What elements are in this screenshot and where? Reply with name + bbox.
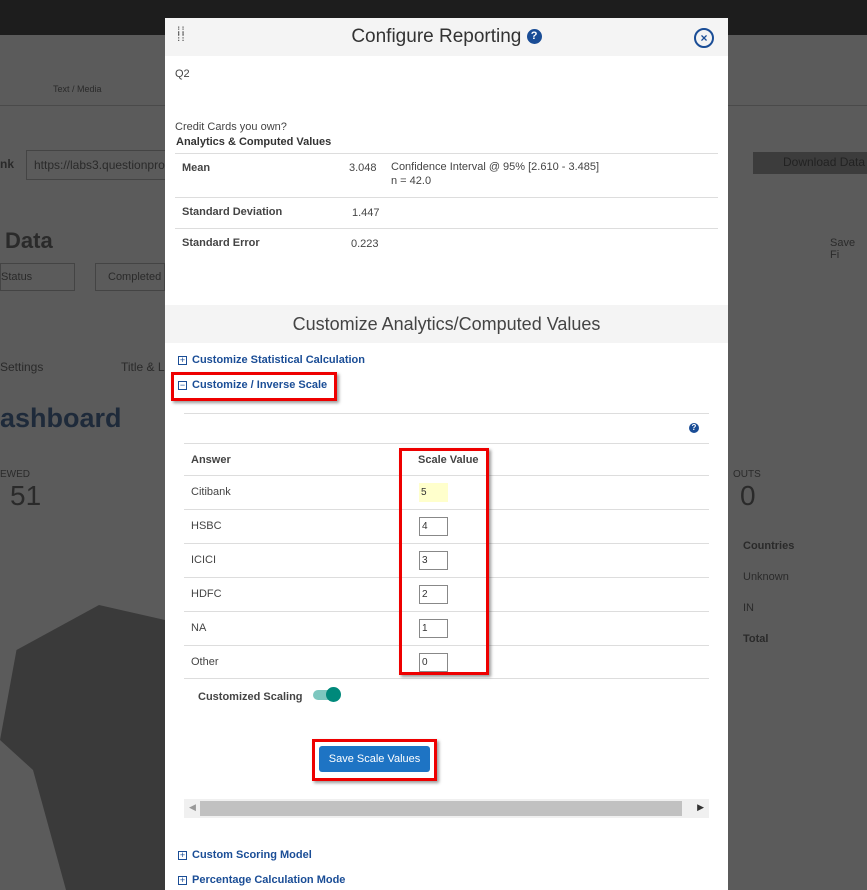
viewed-label: EWED: [0, 469, 30, 480]
settings-tab[interactable]: Settings: [0, 360, 44, 374]
answer-label: Other: [191, 656, 219, 668]
drag-handle-icon[interactable]: ⁞⁞ ⁞⁞: [177, 24, 186, 44]
title-tab[interactable]: Title & L: [121, 360, 165, 374]
plus-icon: +: [178, 875, 187, 885]
stat-std-error: Standard Error 0.223: [175, 228, 718, 259]
modal-header: ⁞⁞ ⁞⁞ Configure Reporting ? ×: [165, 18, 728, 56]
question-text: Credit Cards you own?: [175, 121, 287, 133]
accordion-percentage-calculation[interactable]: + Percentage Calculation Mode: [178, 874, 345, 886]
table-row: ICICI: [184, 543, 709, 577]
highlight-box: [312, 739, 437, 781]
stat-label: Standard Deviation: [182, 206, 283, 218]
dashboard-title: ashboard: [0, 403, 122, 433]
scale-value-input[interactable]: [419, 551, 448, 570]
accordion-label: Customize / Inverse Scale: [192, 379, 328, 391]
save-scale-values-button[interactable]: Save Scale Values: [319, 746, 430, 772]
plus-icon: +: [178, 850, 187, 860]
answer-label: ICICI: [191, 554, 217, 566]
answer-header: Answer: [191, 454, 231, 466]
accordion-label: Percentage Calculation Mode: [192, 874, 346, 886]
link-label: nk: [0, 157, 15, 171]
scroll-right-icon[interactable]: ▶: [697, 802, 704, 812]
scale-value-input[interactable]: [419, 517, 448, 536]
table-row: Other: [184, 645, 709, 679]
analytics-heading: Analytics & Computed Values: [176, 136, 332, 148]
plus-icon: +: [178, 355, 187, 365]
question-id: Q2: [175, 68, 190, 80]
scale-value-input[interactable]: [419, 483, 448, 502]
stat-mean: Mean 3.048 Confidence Interval @ 95% [2.…: [175, 153, 718, 197]
confidence-interval: Confidence Interval @ 95% [2.610 - 3.485…: [391, 161, 600, 173]
accordion-label: Custom Scoring Model: [192, 849, 312, 861]
help-icon[interactable]: ?: [526, 29, 542, 45]
scroll-left-icon[interactable]: ◀: [189, 802, 196, 812]
modal-title: Configure Reporting: [351, 26, 522, 47]
configure-reporting-modal: ⁞⁞ ⁞⁞ Configure Reporting ? × Q2 Credit C…: [165, 18, 728, 890]
accordion-inverse-scale[interactable]: − Customize / Inverse Scale: [178, 379, 327, 391]
save-filter-link[interactable]: Save Fi: [830, 237, 856, 261]
table-row: Citibank: [184, 475, 709, 509]
answer-label: HDFC: [191, 588, 222, 600]
stat-label: Mean: [182, 162, 211, 174]
stat-value: 1.447: [352, 207, 380, 219]
scale-value-input[interactable]: [419, 619, 448, 638]
link-field[interactable]: https://labs3.questionpro: [26, 150, 166, 180]
stat-std-dev: Standard Deviation 1.447: [175, 197, 718, 228]
completed-select[interactable]: Completed: [95, 263, 165, 291]
accordion-label: Customize Statistical Calculation: [192, 354, 365, 366]
answer-label: Citibank: [191, 486, 231, 498]
customized-scaling-label: Customized Scaling: [198, 691, 303, 703]
outs-label: OUTS: [733, 469, 761, 480]
table-row: HDFC: [184, 577, 709, 611]
country-total: Total: [743, 633, 769, 645]
answer-label: HSBC: [191, 520, 222, 532]
customized-scaling-toggle[interactable]: [313, 687, 341, 702]
scrollbar-thumb[interactable]: [200, 801, 682, 816]
world-map: [0, 605, 165, 890]
viewed-count: 51: [10, 480, 42, 511]
accordion-statistical-calculation[interactable]: + Customize Statistical Calculation: [178, 354, 365, 366]
accordion-custom-scoring[interactable]: + Custom Scoring Model: [178, 849, 312, 861]
table-row: HSBC: [184, 509, 709, 543]
outs-count: 0: [740, 480, 756, 511]
sample-size: n = 42.0: [391, 175, 432, 187]
table-header: Answer Scale Value: [184, 443, 709, 475]
stat-label: Standard Error: [182, 237, 260, 249]
country-row: IN: [743, 602, 754, 614]
stat-value: 0.223: [351, 238, 379, 250]
status-select[interactable]: Status: [0, 263, 75, 291]
section-title: Customize Analytics/Computed Values: [165, 305, 728, 343]
answer-label: NA: [191, 622, 207, 634]
close-icon[interactable]: ×: [694, 28, 714, 48]
help-icon[interactable]: ?: [689, 423, 699, 433]
stat-value: 3.048: [349, 162, 377, 174]
data-title: Data: [5, 228, 53, 253]
minus-icon: −: [178, 380, 187, 390]
horizontal-scrollbar[interactable]: ◀ ▶: [184, 799, 709, 818]
countries-header: Countries: [743, 540, 795, 552]
scale-value-header: Scale Value: [418, 454, 479, 466]
help-row: ?: [184, 413, 709, 443]
highlight-box: [399, 448, 489, 675]
scale-value-input[interactable]: [419, 585, 448, 604]
country-row: Unknown: [743, 571, 789, 583]
text-media-menu[interactable]: Text / Media: [53, 84, 102, 94]
table-row: NA: [184, 611, 709, 645]
download-data-button[interactable]: Download Data: [753, 152, 867, 174]
scale-value-input[interactable]: [419, 653, 448, 672]
highlight-box: [171, 372, 337, 401]
